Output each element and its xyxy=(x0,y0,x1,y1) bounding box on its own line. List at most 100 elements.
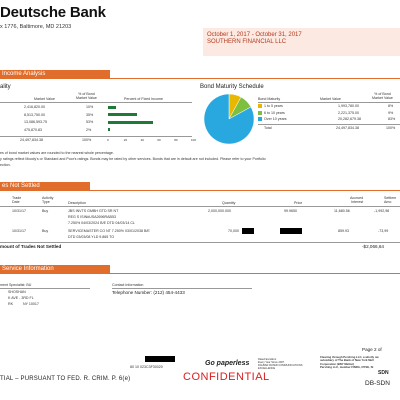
trade-1-settlement: -1,992,98 xyxy=(374,209,390,213)
col-bond-maturity: Bond Maturity xyxy=(258,97,281,101)
confidential-stamp: CONFIDENTIAL xyxy=(183,371,270,383)
income-row-value: 8,513,750.00 xyxy=(24,112,45,117)
bank-address: x 1776, Baltimore, MD 21203 xyxy=(0,24,72,30)
income-row-value: 2,416,820.00 xyxy=(24,105,45,109)
axis-tick-label: 40 xyxy=(140,138,144,142)
redaction-block xyxy=(145,356,175,362)
trade-2-activity: Buy xyxy=(42,229,49,233)
note-line-3: ection. xyxy=(0,163,11,167)
bank-name: Deutsche Bank xyxy=(0,4,106,21)
trade-2-quantity: 70,000 xyxy=(228,229,239,233)
divider xyxy=(0,136,192,137)
service-title: Service Information xyxy=(2,266,54,272)
document-id: 80 10 023C3F30020 xyxy=(130,365,163,369)
redaction-block xyxy=(280,228,302,234)
page-number: Page 2 of xyxy=(362,347,382,352)
income-row-bar xyxy=(108,120,153,124)
trade-1-activity: Buy xyxy=(42,209,49,213)
trade-1-date: 10/31/17 xyxy=(12,209,26,213)
trade-1-accrued: 11,680.56 xyxy=(334,209,350,213)
col-market-value: Market Value xyxy=(34,97,55,101)
trade-2-desc-2: DTD 03/03/08 YLD 9.865 TO xyxy=(68,235,115,239)
note-line-2: y ratings reflect Moody's or Standard an… xyxy=(0,157,266,161)
axis-tick-label: 20 xyxy=(123,138,128,142)
income-analysis-title: Income Analysis xyxy=(2,71,46,77)
income-row-bar xyxy=(108,105,117,109)
maturity-row-label: 6 to 10 years xyxy=(264,110,285,115)
col-description: Description xyxy=(68,201,86,205)
col-maturity-pct: % of Bond Market Value xyxy=(372,92,393,100)
col-maturity-market-value: Market Value xyxy=(320,97,341,101)
maturity-total-pct: 100% xyxy=(386,126,396,130)
section-rule xyxy=(110,273,400,274)
bates-number-2: DB-SDN xyxy=(365,380,390,387)
maturity-total-label: Total xyxy=(264,126,272,130)
col-pct-bond: % of Bond Market Value xyxy=(76,92,97,100)
trade-2-accrued: 859.93 xyxy=(338,229,349,233)
col-trade-date: Trade Date xyxy=(12,196,22,204)
maturity-row-pct: 83% xyxy=(388,117,396,121)
trades-header: es Not Settled xyxy=(0,182,90,191)
divider xyxy=(0,102,192,103)
trade-2-settlement: -73,99 xyxy=(378,229,389,233)
specialist-label: ment Specialist: BU xyxy=(0,283,32,287)
specialist-address-1: K AVE - 3RD FL xyxy=(8,296,34,300)
trade-1-desc-3: 7.250% 04/03/2024 B/E DTD 04/03/14 CL xyxy=(68,221,135,225)
client-name: SOUTHERN FINANCIAL LLC xyxy=(207,39,287,45)
telephone-number: Telephone Number: (212) 454-4433 xyxy=(112,290,185,295)
go-paperless-logo: Go paperless xyxy=(205,360,250,367)
service-header: Service Information xyxy=(0,265,110,274)
axis-tick-label: 60 xyxy=(157,138,161,142)
col-activity: Activity Type xyxy=(42,196,54,204)
trades-title: es Not Settled xyxy=(2,183,40,189)
maturity-row-value: 1,993,780.00 xyxy=(338,104,359,108)
maturity-row-label: Over 10 years xyxy=(264,117,287,121)
income-total-pct: 100% xyxy=(82,138,92,142)
income-row-pct: 10% xyxy=(86,105,94,109)
income-row-value: 13,086,593.75 xyxy=(24,120,47,124)
specialist-name: SHOSHAN xyxy=(8,290,26,294)
trade-2-desc-1: SERVICEMASTER CO NT 7.250% 03/01/2038 B/… xyxy=(68,229,150,233)
col-price: Price xyxy=(294,201,303,205)
axis-tick-label: 80 xyxy=(174,138,178,142)
bond-maturity-title: Bond Maturity Schedule xyxy=(200,84,264,90)
legend-swatch xyxy=(258,110,262,115)
col-pct-fixed: Percent of Fixed Income xyxy=(124,97,163,101)
trades-total-value: -$2,066,64 xyxy=(362,244,384,249)
award-text: Rated Excellent Every Year Since 2007 DA… xyxy=(258,358,303,370)
statement-period-box: October 1, 2017 - October 31, 2017 SOUTH… xyxy=(203,28,400,56)
trade-1-quantity: 2,000,000.000 xyxy=(208,209,231,213)
redaction-block xyxy=(242,228,254,234)
col-settlement: Settlem Amo xyxy=(384,196,397,204)
quality-subtitle: ality xyxy=(0,84,11,90)
maturity-row-label: 1 to 5 years xyxy=(264,104,283,108)
income-total-value: 24,497,834.38 xyxy=(20,138,43,142)
income-row-bar xyxy=(108,128,110,131)
income-analysis-header: Income Analysis xyxy=(0,70,110,79)
divider xyxy=(258,124,400,125)
income-row-bar xyxy=(108,113,138,116)
statement-period: October 1, 2017 - October 31, 2017 xyxy=(207,32,302,38)
contact-label: Contact Information xyxy=(112,283,144,287)
divider xyxy=(0,288,90,289)
divider xyxy=(112,288,252,289)
income-row-pct: 35% xyxy=(86,112,94,117)
trade-1-price: 99.9650 xyxy=(284,209,297,213)
clearing-disclosure: Clearing through Pershing LLC, a wholly … xyxy=(320,355,379,369)
trade-1-desc-2: REG S ISIN#USA2696RAB53 xyxy=(68,215,116,219)
maturity-row-value: 20,282,679.38 xyxy=(338,117,361,121)
pie-slice xyxy=(203,93,255,145)
maturity-row-pct: 8% xyxy=(388,104,394,108)
maturity-row-pct: 9% xyxy=(388,110,394,115)
specialist-address-2: RK NY 10017 xyxy=(8,302,39,306)
maturity-row-value: 2,221,375.00 xyxy=(338,110,359,115)
income-row-pct: 53% xyxy=(86,120,94,124)
trades-total-label: mount of Trades Not Settled xyxy=(0,244,62,249)
legend-swatch xyxy=(258,104,262,108)
legal-notice: TIAL – PURSUANT TO FED. R. CRIM. P. 6(e) xyxy=(0,376,131,382)
col-quantity: Quantity xyxy=(222,201,236,205)
legend-swatch xyxy=(258,117,262,121)
income-row-pct: 2% xyxy=(86,127,92,132)
axis-tick-label: 0 xyxy=(107,138,109,142)
col-accrued: Accrued Interest xyxy=(350,196,364,204)
